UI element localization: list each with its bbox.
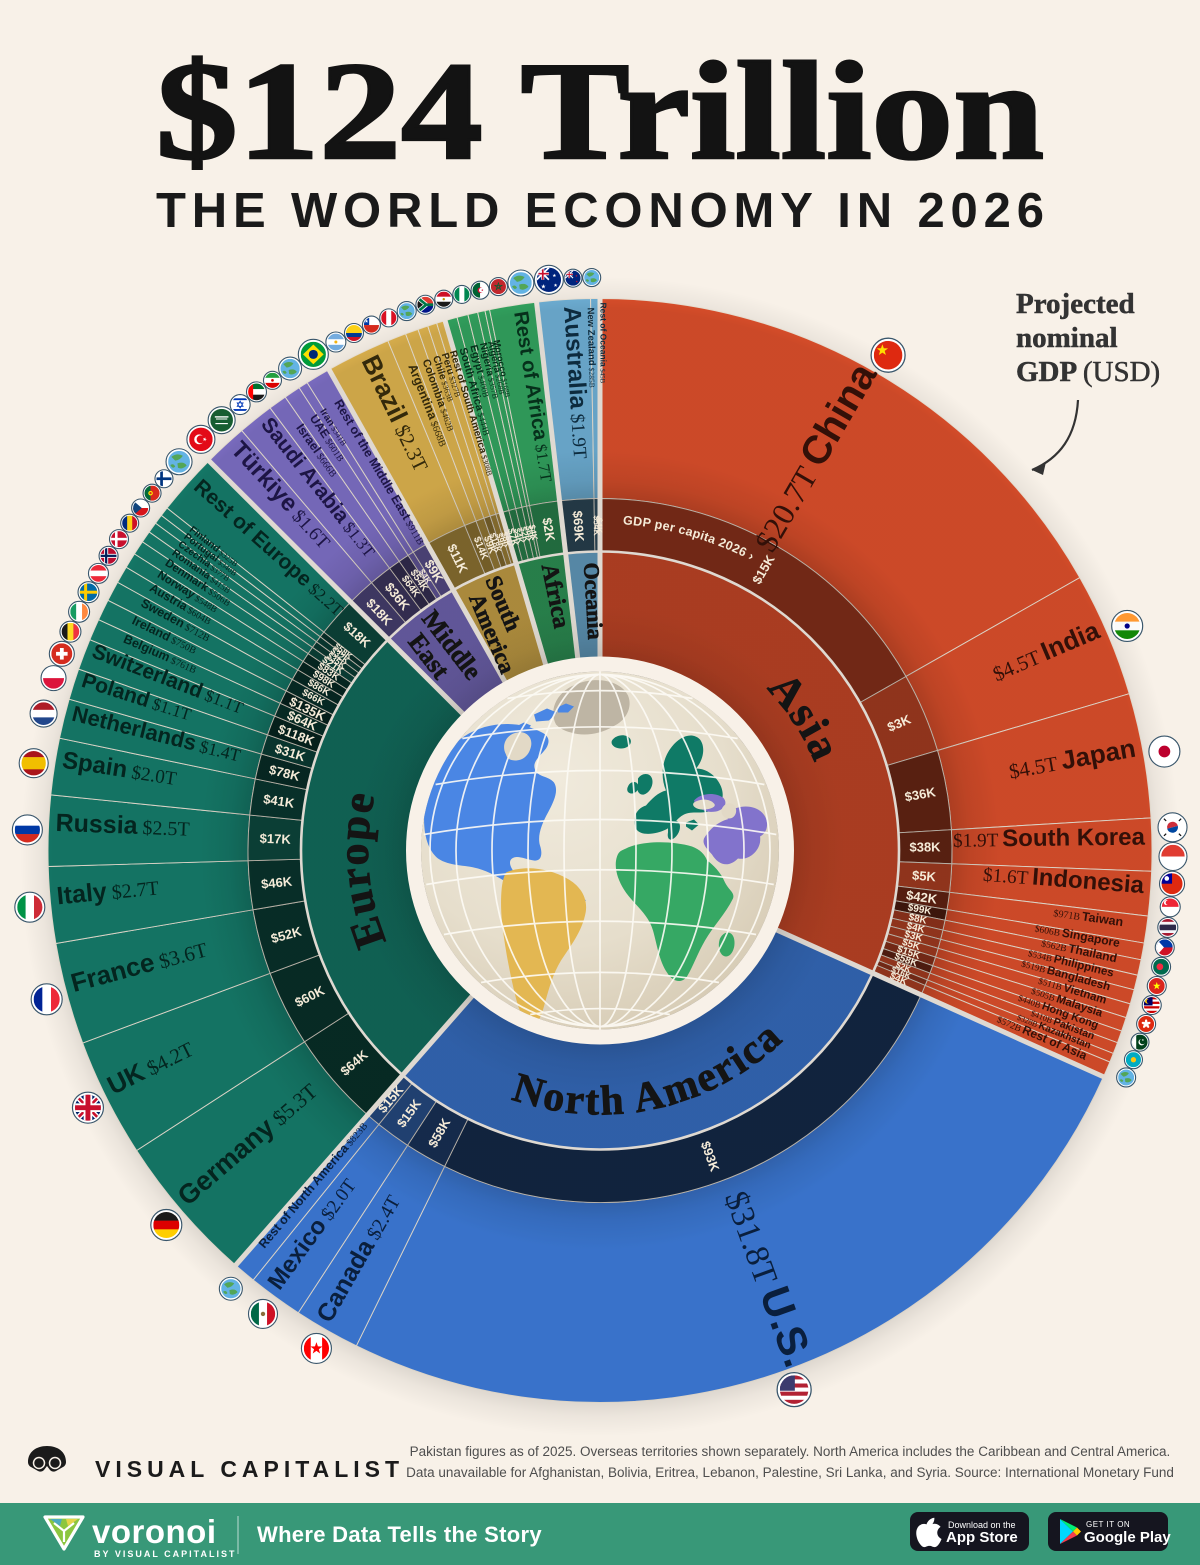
- svg-text:Google Play: Google Play: [1084, 1529, 1171, 1546]
- svg-text:$9K: $9K: [494, 532, 509, 551]
- svg-text:$69K: $69K: [570, 510, 587, 543]
- svg-text:$41K: $41K: [262, 791, 296, 811]
- svg-text:voronoi: voronoi: [92, 1513, 217, 1550]
- svg-text:$6K: $6K: [524, 524, 537, 542]
- svg-text:$4K: $4K: [905, 921, 926, 936]
- svg-text:New Zealand $285B: New Zealand $285B: [585, 307, 598, 387]
- svg-text:$3K: $3K: [903, 929, 924, 945]
- svg-text:App Store: App Store: [946, 1529, 1018, 1546]
- svg-text:Where Data Tells the Story: Where Data Tells the Story: [257, 1522, 542, 1547]
- svg-text:Data unavailable for Afghanist: Data unavailable for Afghanistan, Bolivi…: [406, 1465, 1174, 1480]
- svg-text:$1.9T South Korea: $1.9T South Korea: [953, 824, 1146, 853]
- svg-text:GET IT ON: GET IT ON: [1086, 1520, 1130, 1529]
- svg-text:Rest of Oceania $45B: Rest of Oceania $45B: [598, 302, 608, 383]
- svg-text:$42K: $42K: [905, 887, 939, 906]
- svg-text:$7K: $7K: [505, 527, 521, 548]
- svg-text:$124 Trillion: $124 Trillion: [156, 34, 1044, 189]
- svg-text:$17K: $17K: [259, 831, 291, 847]
- svg-text:$46K: $46K: [260, 874, 293, 892]
- svg-text:Oceania: Oceania: [579, 562, 608, 640]
- svg-text:Pakistan figures as of 2025. O: Pakistan figures as of 2025. Overseas te…: [410, 1444, 1171, 1459]
- svg-text:$38K: $38K: [909, 839, 941, 854]
- svg-text:$2K: $2K: [518, 526, 532, 544]
- svg-text:$4K: $4K: [512, 527, 526, 545]
- svg-text:$36K: $36K: [904, 784, 938, 804]
- svg-text:$2K: $2K: [539, 517, 558, 544]
- svg-text:$5K: $5K: [912, 868, 938, 885]
- svg-text:$5K: $5K: [901, 937, 922, 953]
- svg-text:$8K: $8K: [907, 912, 928, 927]
- svg-text:$78K: $78K: [268, 762, 302, 784]
- svg-text:$8K: $8K: [499, 530, 513, 549]
- svg-text:$54K: $54K: [592, 515, 602, 536]
- svg-text:BY VISUAL CAPITALIST: BY VISUAL CAPITALIST: [94, 1549, 237, 1559]
- svg-text:$4K: $4K: [527, 524, 540, 542]
- svg-text:Africa: Africa: [536, 561, 575, 630]
- svg-text:$99K: $99K: [907, 902, 933, 917]
- svg-text:Download on the: Download on the: [948, 1520, 1016, 1530]
- svg-text:VISUAL CAPITALIST: VISUAL CAPITALIST: [95, 1456, 404, 1482]
- svg-text:$4K: $4K: [595, 518, 605, 534]
